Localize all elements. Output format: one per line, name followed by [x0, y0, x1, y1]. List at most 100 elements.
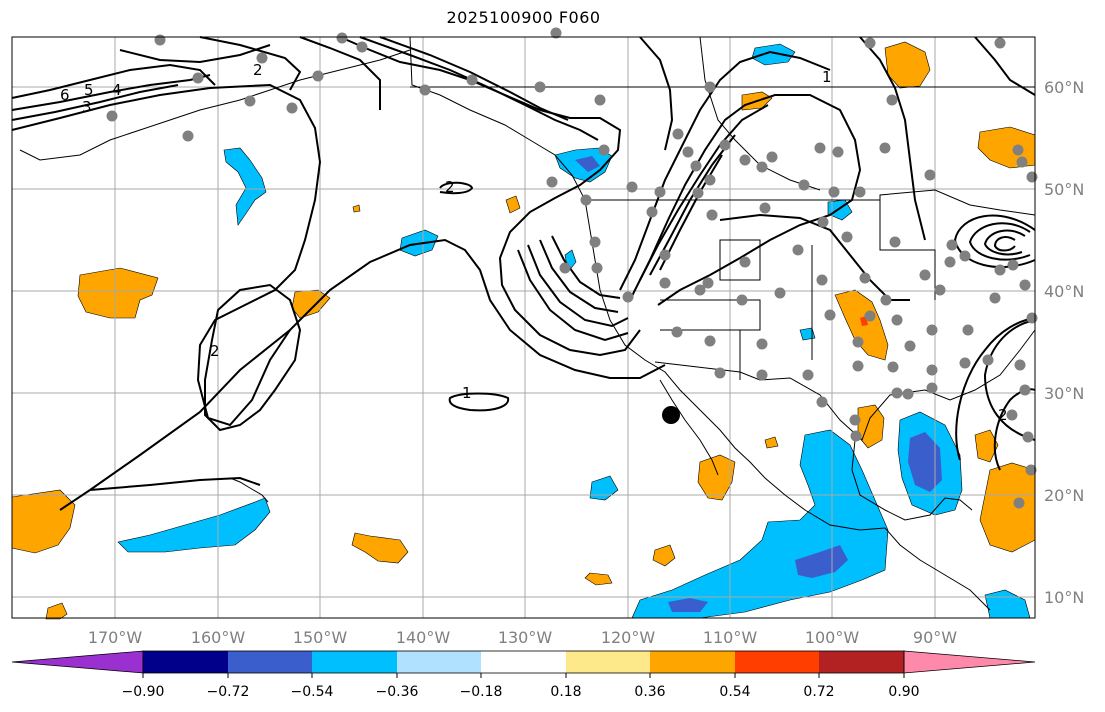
negative-anomaly-region	[984, 589, 1031, 619]
station-dot	[816, 396, 828, 408]
colorbar-segment	[397, 651, 481, 673]
station-dot	[944, 256, 956, 268]
station-dot	[889, 236, 901, 248]
station-dot	[926, 324, 938, 336]
lat-label: 50°N	[1044, 180, 1084, 199]
station-dot	[106, 110, 118, 122]
colorbar-tick-label: −0.72	[207, 684, 250, 700]
station-dot	[798, 179, 810, 191]
lon-label: 110°W	[703, 628, 758, 647]
station-dot	[739, 154, 751, 166]
colorbar-right-extension	[903, 650, 1036, 674]
station-dot	[1016, 156, 1028, 168]
station-dot	[1006, 409, 1018, 421]
station-dot	[594, 94, 606, 106]
station-dot	[419, 84, 431, 96]
station-dot	[1012, 144, 1024, 156]
positive-anomaly-region	[979, 462, 1036, 553]
colorbar-tick-label: −0.18	[460, 684, 503, 700]
station-dot	[550, 27, 562, 39]
station-dot	[919, 269, 931, 281]
station-dot	[671, 326, 683, 338]
latitude-labels: 60°N 50°N 40°N 30°N 20°N 10°N	[1044, 78, 1084, 607]
negative-anomaly-region	[117, 497, 271, 553]
station-dot	[891, 314, 903, 326]
station-dot	[692, 187, 704, 199]
colorbar-tick-label: 0.72	[803, 684, 834, 700]
contour-label: 5	[84, 81, 94, 99]
positive-anomaly-region	[351, 532, 409, 564]
station-dot	[1026, 312, 1038, 324]
contour-label: 1	[822, 68, 832, 86]
station-dot	[694, 284, 706, 296]
station-dot	[589, 236, 601, 248]
station-dot	[792, 244, 804, 256]
station-dot	[591, 262, 603, 274]
positive-anomaly-region	[584, 572, 613, 586]
longitude-labels: 170°W 160°W 150°W 140°W 130°W 120°W 110°…	[88, 628, 957, 647]
colorbar-segment	[481, 651, 566, 673]
station-dot	[828, 186, 840, 198]
station-dot	[546, 176, 558, 188]
negative-anomaly-region	[223, 147, 267, 226]
strong-negative-anomaly-region	[575, 156, 600, 172]
station-dot	[559, 262, 571, 274]
lon-label: 120°W	[601, 628, 656, 647]
station-dot	[466, 74, 478, 86]
lon-label: 100°W	[805, 628, 860, 647]
lat-label: 60°N	[1044, 78, 1084, 97]
station-dot	[852, 336, 864, 348]
station-dot	[1025, 464, 1037, 476]
negative-anomaly-region	[631, 429, 889, 619]
station-dot	[756, 161, 768, 173]
station-dot	[1014, 359, 1026, 371]
station-dot	[654, 186, 666, 198]
station-dot	[336, 32, 348, 44]
map-title: 2025100900 F060	[446, 8, 601, 27]
station-dot	[879, 142, 891, 154]
positive-anomaly-region	[974, 429, 999, 463]
station-dot	[756, 338, 768, 350]
station-dot	[244, 95, 256, 107]
positive-anomaly-region	[291, 289, 331, 319]
negative-anomaly-region	[799, 327, 816, 341]
station-dot	[924, 169, 936, 181]
station-dot	[1022, 431, 1034, 443]
contour-label: 2	[253, 61, 263, 79]
positive-anomaly-region	[352, 204, 361, 213]
positive-anomaly-region	[77, 267, 159, 319]
station-dot	[959, 357, 971, 369]
station-dot	[814, 142, 826, 154]
lon-label: 170°W	[88, 628, 143, 647]
positive-anomaly-region	[45, 602, 68, 620]
station-dot	[902, 388, 914, 400]
station-dot	[356, 41, 368, 53]
positive-anomaly-region	[505, 195, 521, 214]
station-dot	[580, 194, 592, 206]
lon-label: 130°W	[498, 628, 553, 647]
strong-negative-anomaly-region	[668, 598, 708, 612]
station-dot	[1019, 384, 1031, 396]
station-dot	[904, 340, 916, 352]
station-dot	[534, 81, 546, 93]
positive-anomaly-region	[11, 489, 76, 554]
station-dot	[759, 202, 771, 214]
station-dot	[774, 287, 786, 299]
station-dot	[766, 151, 778, 163]
colorbar-segment	[566, 651, 650, 673]
station-dot	[926, 382, 938, 394]
station-dot	[672, 128, 684, 140]
negative-anomaly-region	[589, 475, 619, 501]
station-dot	[756, 369, 768, 381]
colorbar-frame	[142, 650, 905, 674]
station-dot	[702, 277, 714, 289]
map-frame	[11, 36, 1036, 619]
colorbar-tick-label: 0.18	[550, 684, 581, 700]
station-dot	[994, 264, 1006, 276]
coastlines	[19, 36, 1036, 611]
contour-label: 2	[445, 178, 455, 196]
station-dot	[926, 364, 938, 376]
colorbar-tick-label: 0.90	[888, 684, 919, 700]
station-dot	[1026, 171, 1038, 183]
contour-labels: 6 5 4 3 2 2 2 1 1 2	[60, 61, 1008, 424]
